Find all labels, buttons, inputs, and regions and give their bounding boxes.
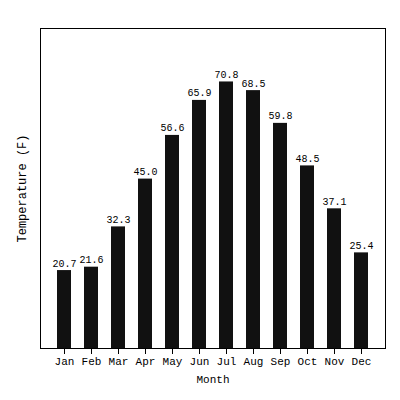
svg-text:Nov: Nov [325,356,345,368]
svg-text:Dec: Dec [352,356,372,368]
svg-text:Oct: Oct [298,356,318,368]
svg-text:45.0: 45.0 [133,167,157,178]
svg-text:20.7: 20.7 [52,259,76,270]
svg-text:32.3: 32.3 [106,215,130,226]
svg-text:Feb: Feb [82,356,102,368]
svg-text:Month: Month [196,374,229,386]
svg-text:Sep: Sep [271,356,291,368]
svg-text:Temperature (F): Temperature (F) [16,134,30,242]
svg-text:56.6: 56.6 [160,123,184,134]
svg-text:65.9: 65.9 [187,88,211,99]
svg-text:Mar: Mar [109,356,129,368]
svg-text:Aug: Aug [244,356,264,368]
svg-text:Apr: Apr [136,356,156,368]
svg-text:48.5: 48.5 [295,154,319,165]
svg-text:68.5: 68.5 [241,79,265,90]
svg-text:59.8: 59.8 [268,111,292,122]
svg-text:May: May [163,356,183,368]
svg-text:37.1: 37.1 [322,197,346,208]
svg-text:Jan: Jan [55,356,75,368]
svg-text:21.6: 21.6 [79,255,103,266]
svg-text:Jun: Jun [190,356,210,368]
svg-text:Jul: Jul [217,356,237,368]
svg-text:25.4: 25.4 [349,241,373,252]
svg-text:70.8: 70.8 [214,70,238,81]
